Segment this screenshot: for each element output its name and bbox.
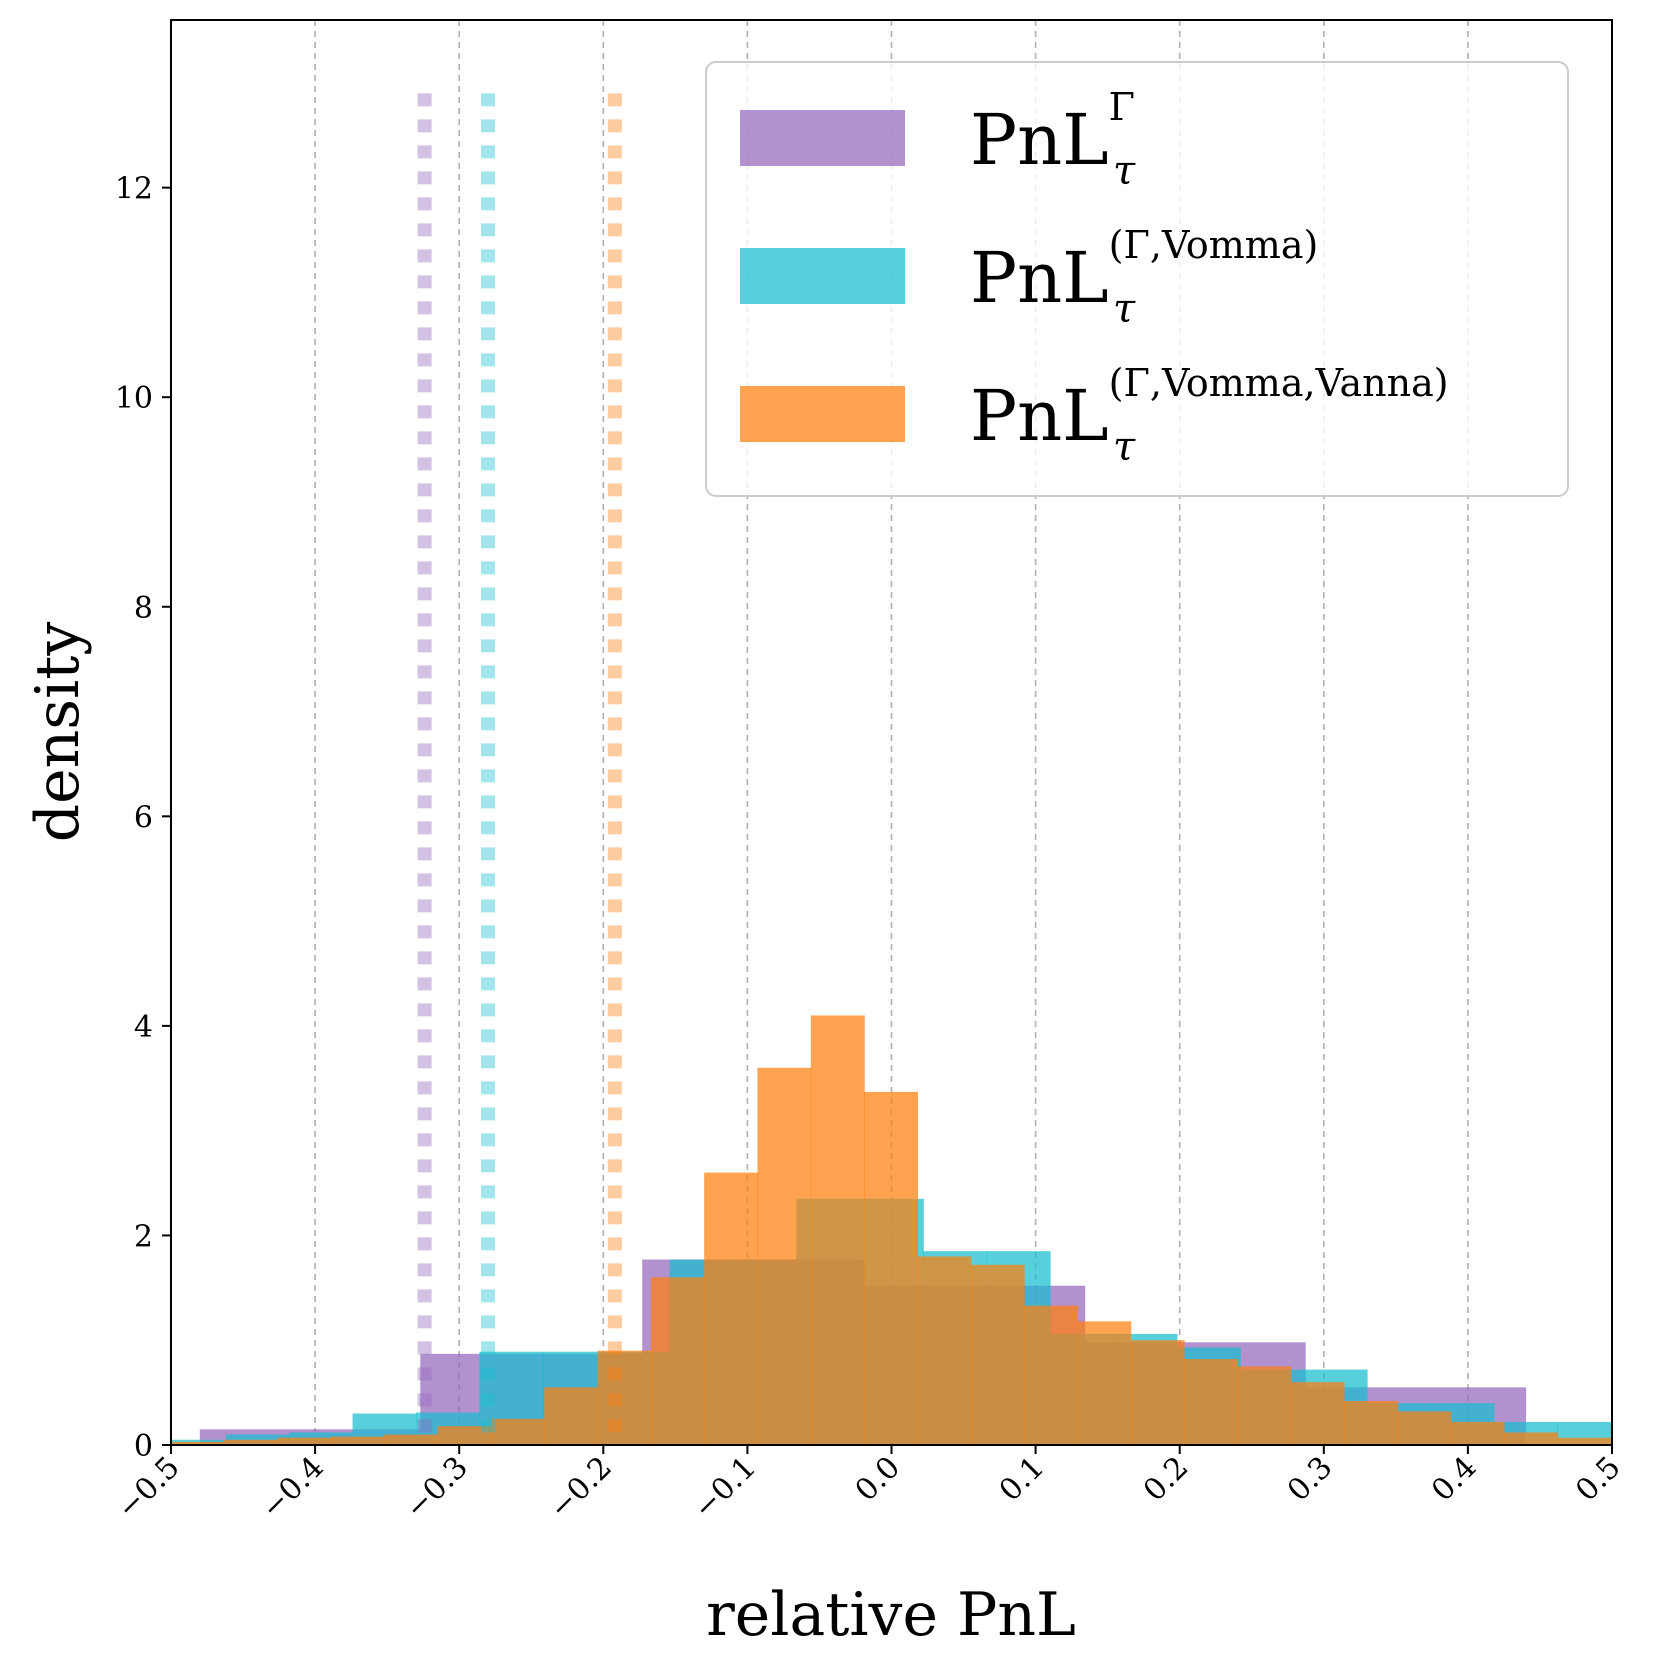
histogram-bar bbox=[1237, 1366, 1292, 1445]
y-axis-title: density bbox=[23, 622, 93, 843]
legend-label-superscript: Γ bbox=[1109, 85, 1135, 129]
histogram-bar bbox=[1290, 1382, 1345, 1445]
histogram-bar bbox=[330, 1436, 385, 1445]
legend-swatch-3 bbox=[740, 386, 905, 442]
histogram-bar bbox=[650, 1277, 705, 1445]
legend-label-2: PnL(Γ,Vomma) τ bbox=[970, 223, 1318, 332]
histogram-bar bbox=[810, 1015, 865, 1445]
legend-label-superscript: (Γ,Vomma) bbox=[1109, 223, 1319, 267]
histogram-bar bbox=[597, 1350, 652, 1445]
legend-label-main: PnL bbox=[970, 237, 1109, 319]
y-tick-label: 0 bbox=[134, 1429, 153, 1464]
y-tick-label: 4 bbox=[134, 1010, 153, 1045]
histogram-bar bbox=[1557, 1437, 1613, 1445]
legend-label-subscript: τ bbox=[1113, 424, 1136, 470]
y-axis-ticks: 0 2 4 6 8 10 12 bbox=[115, 172, 171, 1464]
histogram-bar bbox=[1024, 1305, 1078, 1445]
legend-label-superscript: (Γ,Vomma,Vanna) bbox=[1109, 361, 1449, 405]
histogram-bar bbox=[1077, 1321, 1132, 1445]
histogram-bar bbox=[171, 1441, 225, 1445]
histogram-bar bbox=[437, 1426, 492, 1445]
mean-markers bbox=[417, 93, 622, 1445]
histogram-bar bbox=[704, 1172, 759, 1445]
legend-label-1: PnLΓ τ bbox=[970, 85, 1136, 194]
histogram-bar bbox=[384, 1434, 439, 1445]
histogram-bar bbox=[864, 1091, 919, 1445]
histogram-bars bbox=[171, 1015, 1613, 1445]
y-tick-label: 2 bbox=[134, 1219, 153, 1254]
legend-swatch-2 bbox=[740, 248, 905, 304]
histogram-bar bbox=[917, 1256, 972, 1445]
legend-frame bbox=[705, 61, 1569, 497]
histogram-bar bbox=[1184, 1359, 1238, 1445]
legend-swatch-1 bbox=[740, 110, 905, 166]
x-axis-title: relative PnL bbox=[706, 1580, 1076, 1650]
histogram-bar bbox=[1130, 1340, 1185, 1445]
histogram-bar bbox=[277, 1437, 332, 1445]
legend-label-subscript: τ bbox=[1113, 286, 1136, 332]
histogram-bar bbox=[544, 1387, 599, 1445]
histogram-bar bbox=[490, 1418, 545, 1445]
y-tick-label: 10 bbox=[115, 381, 153, 416]
y-tick-label: 12 bbox=[115, 172, 153, 207]
histogram-bar bbox=[970, 1264, 1025, 1445]
histogram-bar bbox=[224, 1439, 279, 1445]
y-tick-label: 6 bbox=[134, 800, 153, 835]
histogram-bar bbox=[1397, 1411, 1452, 1445]
histogram-bar bbox=[1450, 1421, 1505, 1445]
histogram-bar bbox=[1343, 1400, 1398, 1445]
y-tick-label: 8 bbox=[134, 591, 153, 626]
legend-label-main: PnL bbox=[970, 99, 1109, 181]
legend-label-subscript: τ bbox=[1113, 148, 1136, 194]
series-3-bars bbox=[171, 1015, 1613, 1445]
legend-label-main: PnL bbox=[970, 375, 1109, 457]
histogram-bar bbox=[757, 1067, 812, 1445]
histogram-bar bbox=[1503, 1432, 1558, 1445]
legend-label-3: PnL(Γ,Vomma,Vanna) τ bbox=[970, 361, 1449, 470]
